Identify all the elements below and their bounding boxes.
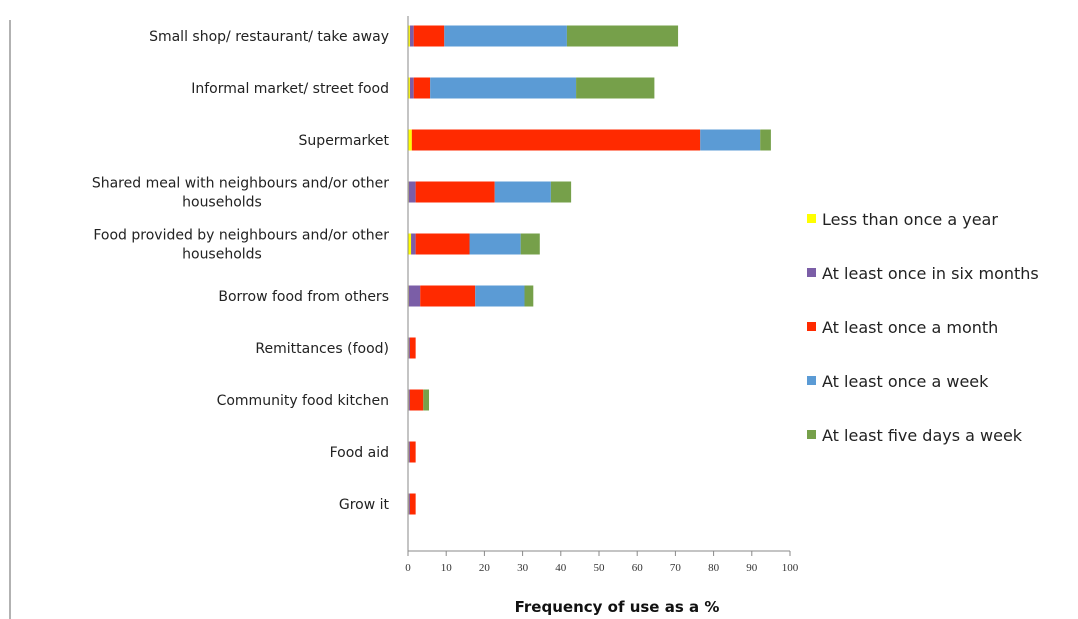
category-label: households — [182, 247, 262, 263]
bar-group — [408, 285, 534, 307]
legend-swatch — [807, 430, 816, 439]
bar-group — [408, 233, 540, 255]
bar-segment — [469, 233, 521, 255]
bar-segment — [524, 285, 534, 307]
legend: Less than once a year At least once in si… — [807, 210, 1039, 445]
legend-swatch — [807, 268, 816, 277]
bar-segment — [411, 129, 701, 151]
bar-segment — [409, 337, 416, 359]
bar-segment — [408, 337, 410, 359]
bar-segment — [760, 129, 771, 151]
bar-segment — [475, 285, 525, 307]
category-label: Food provided by neighbours and/or other — [93, 228, 389, 244]
x-tick-label: 40 — [555, 562, 567, 574]
bar-segment — [411, 233, 416, 255]
x-tick-label: 80 — [708, 562, 720, 574]
legend-label: At least five days a week — [822, 426, 1023, 445]
bar-segment — [550, 181, 572, 203]
bar-segment — [408, 77, 410, 99]
bar-group — [408, 337, 416, 359]
bar-segment — [444, 25, 567, 47]
legend-item: At least once a week — [807, 372, 989, 391]
legend-label: At least once in six months — [822, 264, 1039, 283]
category-label: households — [182, 195, 262, 211]
x-tick-label: 20 — [479, 562, 491, 574]
x-tick-label: 10 — [441, 562, 453, 574]
legend-item: At least once a month — [807, 318, 998, 337]
category-labels: Small shop/ restaurant/ take away Informa… — [92, 29, 390, 513]
category-label: Grow it — [339, 497, 390, 513]
bar-segment — [408, 25, 410, 47]
bar-group — [408, 441, 416, 463]
bar-group — [408, 493, 416, 515]
legend-label: At least once a week — [822, 372, 989, 391]
bar-segment — [409, 25, 414, 47]
bar-segment — [430, 77, 577, 99]
x-tick-label: 90 — [746, 562, 758, 574]
bar-segment — [408, 389, 410, 411]
x-axis-label: Frequency of use as a % — [515, 598, 720, 616]
bar-segment — [566, 25, 679, 47]
bar-segment — [415, 233, 470, 255]
bar-segment — [494, 181, 551, 203]
bars-layer — [408, 25, 771, 515]
legend-item: At least once in six months — [807, 264, 1039, 283]
bar-group — [408, 389, 430, 411]
bar-segment — [420, 285, 476, 307]
x-tick-label: 60 — [632, 562, 644, 574]
bar-segment — [423, 389, 430, 411]
bar-segment — [409, 77, 414, 99]
legend-swatch — [807, 214, 816, 223]
bar-group — [408, 77, 655, 99]
bar-segment — [408, 285, 421, 307]
bar-segment — [409, 441, 416, 463]
bar-group — [408, 181, 572, 203]
bar-segment — [409, 493, 416, 515]
x-axis: 0 10 20 30 40 50 60 70 80 90 100 — [405, 16, 799, 574]
category-label: Remittances (food) — [255, 341, 389, 357]
legend-label: Less than once a year — [822, 210, 998, 229]
bar-segment — [413, 25, 445, 47]
category-label: Shared meal with neighbours and/or other — [92, 176, 389, 192]
x-tick-label: 30 — [517, 562, 529, 574]
bar-segment — [408, 441, 410, 463]
category-label: Informal market/ street food — [191, 81, 389, 97]
bar-segment — [408, 493, 410, 515]
category-label: Community food kitchen — [217, 393, 389, 409]
category-label: Borrow food from others — [218, 289, 389, 305]
bar-segment — [700, 129, 761, 151]
legend-swatch — [807, 376, 816, 385]
x-tick-label: 100 — [782, 562, 799, 574]
x-tick-label: 70 — [670, 562, 682, 574]
bar-group — [408, 129, 771, 151]
x-tick-label: 50 — [594, 562, 606, 574]
bar-segment — [413, 77, 431, 99]
legend-item: At least five days a week — [807, 426, 1023, 445]
x-tick-label: 0 — [405, 562, 411, 574]
category-label: Supermarket — [299, 133, 390, 149]
category-label: Food aid — [330, 445, 389, 461]
legend-label: At least once a month — [822, 318, 998, 337]
bar-segment — [409, 389, 424, 411]
bar-segment — [415, 181, 495, 203]
bar-segment — [408, 233, 412, 255]
bar-segment — [408, 129, 412, 151]
category-label: Small shop/ restaurant/ take away — [149, 29, 389, 45]
bar-segment — [408, 181, 416, 203]
bar-segment — [576, 77, 655, 99]
legend-swatch — [807, 322, 816, 331]
bar-segment — [520, 233, 540, 255]
bar-group — [408, 25, 679, 47]
legend-item: Less than once a year — [807, 210, 998, 229]
